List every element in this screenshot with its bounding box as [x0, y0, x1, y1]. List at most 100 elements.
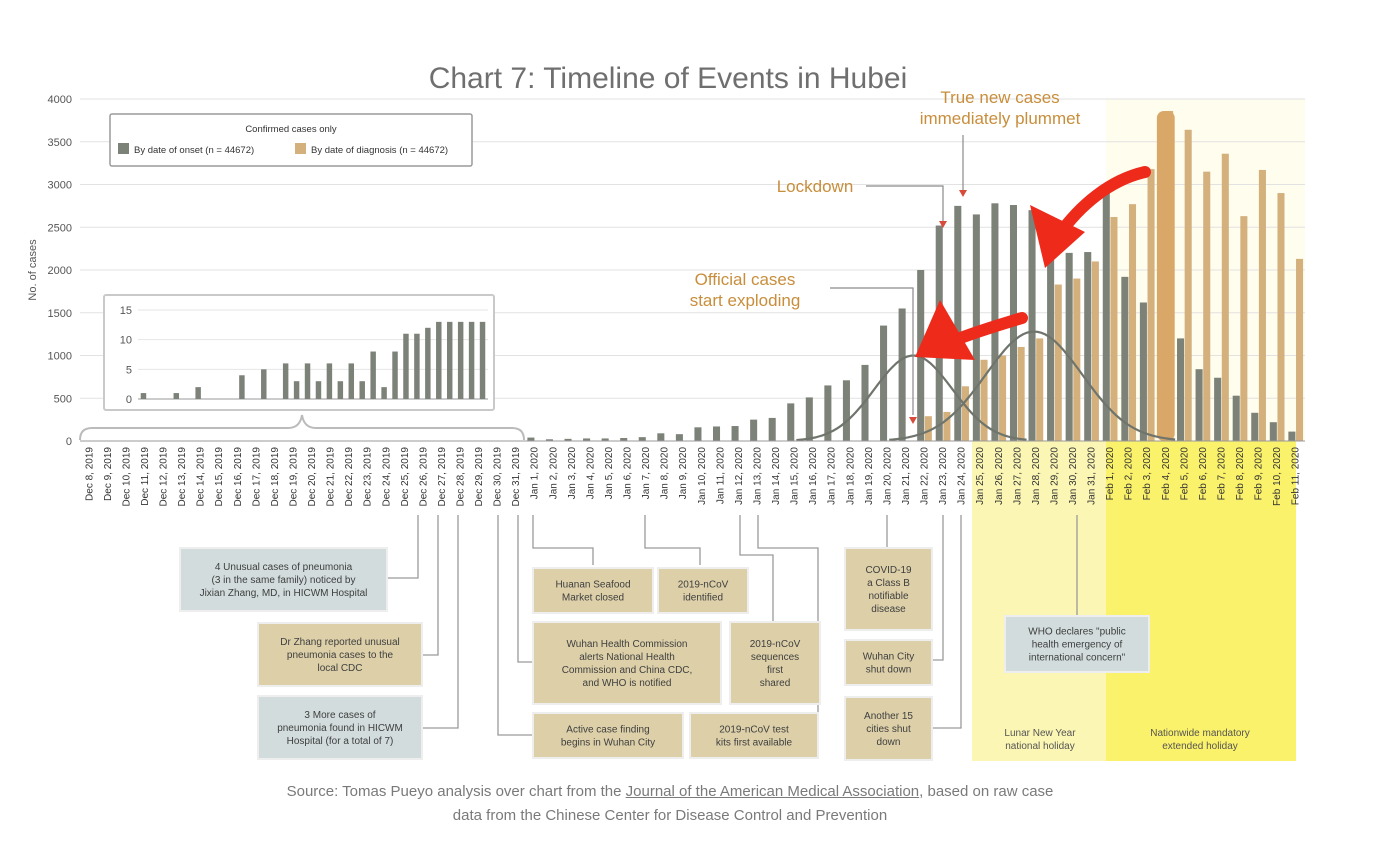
lockdown-marker [939, 221, 947, 228]
inset-brace [79, 414, 525, 441]
x-tick-label: Feb 11, 2020 [1291, 447, 1302, 506]
inset-bar [359, 381, 365, 399]
x-tick-label: Feb 5, 2020 [1179, 447, 1190, 501]
bar-onset [1102, 184, 1110, 441]
event-text: first [767, 665, 783, 676]
inset-bar [348, 363, 355, 399]
x-tick-label: Jan 13, 2020 [753, 447, 764, 505]
bar-diagnosis [1036, 338, 1044, 441]
bar-onset [638, 437, 646, 441]
inset-bar [337, 381, 344, 399]
inset-bar [315, 381, 322, 399]
bar-onset [1121, 276, 1129, 441]
x-tick-label: Jan 27, 2020 [1012, 447, 1023, 505]
x-tick-label: Jan 3, 2020 [567, 447, 578, 500]
event-box-bg [1004, 615, 1150, 673]
bar-onset [1028, 210, 1036, 441]
exploding-pointer [830, 287, 914, 415]
event-text: Dr Zhang reported unusual [280, 637, 400, 648]
bar-onset [1177, 338, 1185, 441]
bar-onset [1065, 252, 1073, 441]
y-tick-label: 1500 [48, 308, 72, 320]
bar-diagnosis [1091, 261, 1099, 441]
x-tick-label: Dec 18, 2019 [270, 447, 281, 507]
x-tick-label: Feb 8, 2020 [1235, 447, 1246, 501]
x-tick-label: Feb 2, 2020 [1124, 447, 1135, 501]
event-box: Wuhan Health Commission alerts National H… [532, 621, 722, 705]
x-tick-label: Dec 15, 2019 [214, 447, 225, 507]
x-tick-label: Dec 21, 2019 [326, 447, 337, 507]
inset-bar [173, 393, 180, 399]
event-box-bg [532, 621, 722, 705]
bar-onset [824, 385, 832, 441]
bar-onset [1269, 422, 1277, 441]
inset-bar [436, 321, 442, 399]
event-text: Huanan Seafood [555, 580, 630, 591]
bar-diagnosis [1128, 204, 1137, 441]
x-tick-label: Jan 23, 2020 [938, 447, 949, 505]
inset-bar [468, 321, 475, 399]
y-axis-label: No. of cases [27, 239, 39, 301]
inset-bar [479, 321, 486, 399]
bar-diagnosis [1296, 258, 1304, 441]
red-arrow-head [915, 300, 975, 360]
source-link[interactable]: Journal of the American Medical Associat… [625, 783, 920, 800]
x-tick-label: Jan 28, 2020 [1031, 447, 1042, 505]
event-text: COVID-19 [865, 565, 912, 576]
inset-y-tick-label: 10 [120, 335, 132, 347]
event-box-bg [257, 695, 423, 760]
x-tick-label: Dec 11, 2019 [140, 447, 151, 506]
event-text: down [877, 737, 901, 748]
extended-holiday-band [1106, 441, 1296, 761]
annotation-exploding: start exploding [690, 291, 801, 310]
x-tick-label: Jan 2, 2020 [548, 447, 559, 500]
source-line2: data from the Chinese Center for Disease… [452, 807, 888, 824]
x-tick-label: Jan 30, 2020 [1068, 447, 1079, 505]
inset-bar [140, 393, 147, 399]
x-tick-label: Jan 19, 2020 [864, 447, 875, 505]
x-tick-label: Jan 5, 2020 [604, 447, 615, 500]
bar-onset [694, 427, 702, 441]
bar-diagnosis [999, 355, 1007, 441]
bar-diagnosis [1240, 216, 1248, 441]
event-box: Active case finding begins in Wuhan City [532, 712, 684, 759]
x-tick-label: Dec 26, 2019 [418, 447, 429, 507]
event-box: Huanan Seafood Market closed [532, 567, 654, 614]
bar-onset [1084, 252, 1092, 441]
event-box: WHO declares "public health emergency of i… [1004, 615, 1150, 673]
inset-bar [304, 363, 311, 399]
event-text: Wuhan City [863, 652, 915, 663]
event-text: Wuhan Health Commission [567, 639, 688, 650]
chart-title: Chart 7: Timeline of Events in Hubei [429, 62, 908, 95]
period-label: national holiday [1005, 741, 1075, 752]
x-tick-label: Feb 6, 2020 [1198, 447, 1209, 501]
legend-swatch-diagnosis [295, 143, 306, 154]
bar-diagnosis [1221, 153, 1229, 441]
event-text: Commission and China CDC, [562, 665, 693, 676]
event-connector [644, 515, 701, 565]
event-box: 4 Unusual cases of pneumonia (3 in the sa… [179, 547, 388, 612]
x-tick-label: Dec 9, 2019 [103, 447, 114, 501]
bar-onset [787, 403, 795, 441]
bar-onset [527, 437, 535, 441]
x-tick-label: Jan 24, 2020 [957, 447, 968, 505]
x-tick-label: Jan 17, 2020 [827, 447, 838, 505]
inset-y-tick-label: 5 [126, 364, 132, 376]
legend-label-onset: By date of onset (n = 44672) [134, 145, 254, 156]
event-text: cities shut [866, 724, 911, 735]
inset-y-tick-label: 15 [120, 305, 132, 317]
event-text: Hospital (for a total of 7) [287, 736, 394, 747]
annotation-plummet: immediately plummet [920, 109, 1081, 128]
bar-diagnosis [1277, 193, 1285, 441]
x-tick-label: Feb 10, 2020 [1272, 447, 1283, 506]
x-tick-label: Jan 31, 2020 [1087, 447, 1098, 505]
event-box-bg [532, 567, 654, 614]
event-text: Market closed [562, 593, 624, 604]
bar-onset [583, 438, 591, 441]
event-connector [422, 515, 459, 729]
legend-box [109, 113, 473, 167]
bar-onset [1288, 431, 1296, 441]
x-tick-label: Jan 12, 2020 [734, 447, 745, 505]
bar-diagnosis [1184, 129, 1192, 441]
event-text: health emergency of [1032, 640, 1123, 651]
